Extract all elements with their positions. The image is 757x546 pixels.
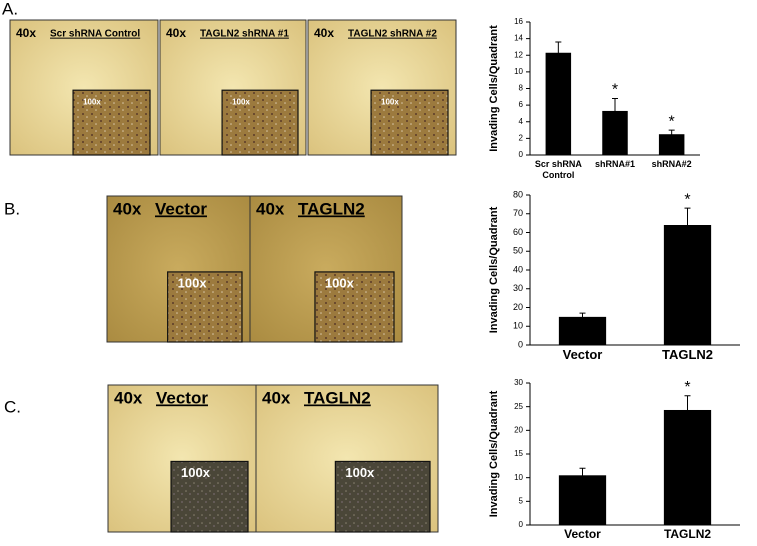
magnification: 40x	[262, 388, 291, 407]
inset-micrograph	[370, 89, 449, 156]
inset-magnification: 100x	[325, 275, 355, 290]
x-tick-label-box: shRNA#1	[594, 159, 635, 169]
y-tick-label: 50	[513, 246, 523, 256]
y-tick-label: 20	[514, 425, 523, 434]
inset-micrograph	[72, 89, 151, 156]
inset-micrograph	[334, 460, 431, 533]
x-tick-label: shRNA#2	[651, 159, 692, 169]
inset-micrograph	[167, 271, 243, 343]
x-tick-label: Vector	[562, 349, 603, 362]
x-tick-label-box: TAGLN2	[663, 529, 712, 541]
inset-magnification: 100x	[83, 97, 101, 106]
x-tick-label: Scr shRNA Control	[534, 159, 582, 180]
error-bar	[612, 97, 618, 124]
bar	[663, 409, 712, 525]
x-tick-label-box: Vector	[562, 349, 603, 362]
image-label: Vector	[155, 199, 207, 218]
image-label: TAGLN2	[304, 388, 371, 407]
bar	[545, 52, 572, 155]
bar	[658, 134, 685, 155]
panel-label: C.	[4, 397, 21, 416]
y-tick-label: 20	[513, 302, 523, 312]
significance-marker: *	[612, 82, 618, 99]
y-tick-label: 8	[519, 84, 524, 93]
x-tick-label: TAGLN2	[661, 349, 714, 362]
error-bar	[579, 312, 586, 321]
inset-magnification: 100x	[181, 465, 211, 480]
inset-magnification: 100x	[381, 97, 399, 106]
y-tick-label: 0	[519, 520, 524, 529]
error-bar	[684, 395, 691, 425]
x-tick-label-box: shRNA#2	[651, 159, 692, 169]
y-tick-label: 10	[514, 473, 523, 482]
y-tick-label: 70	[513, 208, 523, 218]
inset-micrograph	[170, 460, 249, 533]
error-bar	[668, 129, 675, 139]
significance-marker: *	[684, 379, 690, 396]
x-tick-label: Vector	[564, 529, 601, 541]
inset-micrograph	[221, 89, 299, 156]
magnification: 40x	[256, 199, 285, 218]
x-tick-label: TAGLN2	[663, 529, 712, 541]
y-tick-label: 6	[519, 100, 524, 109]
y-tick-label: 25	[514, 402, 523, 411]
x-tick-label-box: Vector	[564, 529, 601, 541]
error-bar	[579, 467, 586, 483]
inset-micrograph	[314, 271, 395, 343]
image-label: Scr shRNA Control	[50, 29, 140, 40]
y-tick-label: 2	[519, 133, 524, 142]
error-bar	[684, 207, 691, 242]
inset-magnification: 100x	[345, 465, 375, 480]
y-tick-label: 0	[518, 339, 523, 349]
significance-marker: *	[669, 113, 675, 130]
error-bar	[555, 41, 562, 64]
y-tick-label: 5	[519, 496, 524, 505]
image-label: TAGLN2 shRNA #2	[348, 29, 437, 40]
y-tick-label: 12	[514, 50, 523, 59]
inset-magnification: 100x	[178, 275, 208, 290]
panel-label: A.	[2, 0, 18, 18]
magnification: 40x	[113, 199, 142, 218]
y-tick-label: 15	[514, 449, 523, 458]
y-tick-label: 30	[513, 283, 523, 293]
y-axis-title: Invading Cells/Quadrant	[488, 25, 500, 152]
image-label: Vector	[156, 388, 208, 407]
magnification: 40x	[114, 388, 143, 407]
bar	[558, 316, 607, 345]
image-label: TAGLN2	[298, 199, 365, 218]
x-tick-label-box: Scr shRNA Control	[534, 159, 582, 180]
magnification: 40x	[166, 26, 186, 40]
panel-label: B.	[4, 199, 20, 218]
y-tick-label: 10	[514, 67, 523, 76]
x-tick-label: shRNA#1	[594, 159, 635, 169]
y-tick-label: 30	[514, 378, 523, 387]
inset-magnification: 100x	[232, 97, 250, 106]
bar	[558, 475, 607, 525]
magnification: 40x	[16, 26, 36, 40]
y-tick-label: 14	[514, 34, 523, 43]
x-tick-label-box: TAGLN2	[661, 349, 714, 362]
magnification: 40x	[314, 26, 334, 40]
y-tick-label: 4	[519, 117, 524, 126]
y-tick-label: 0	[519, 150, 524, 159]
image-label: TAGLN2 shRNA #1	[200, 29, 289, 40]
bar	[663, 225, 712, 345]
significance-marker: *	[684, 191, 690, 208]
y-axis-title: Invading Cells/Quadrant	[488, 390, 500, 517]
y-axis-title: Invading Cells/Quadrant	[488, 206, 500, 333]
y-tick-label: 60	[513, 227, 523, 237]
y-tick-label: 10	[513, 321, 523, 331]
y-tick-label: 40	[513, 264, 523, 274]
y-tick-label: 16	[514, 17, 523, 26]
y-tick-label: 80	[513, 189, 523, 199]
